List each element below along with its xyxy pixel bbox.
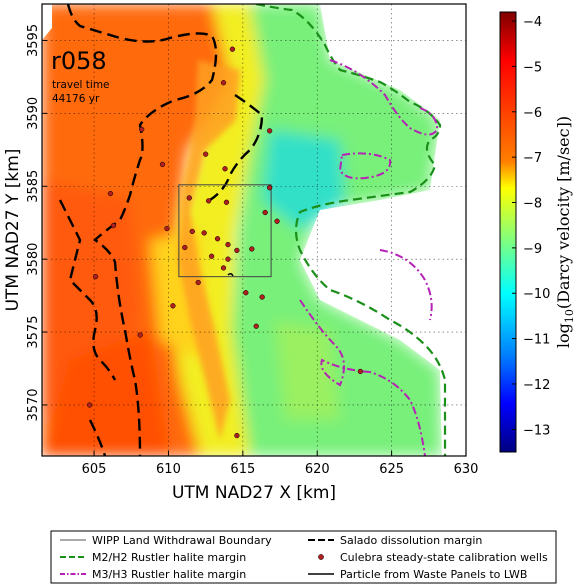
colorbar-tick-label: −13 — [523, 423, 550, 438]
y-tick-label: 3570 — [26, 388, 41, 421]
travel-time-value: 44176 yr — [52, 93, 100, 105]
well-marker — [205, 198, 212, 204]
colorbar-tick-label: −9 — [523, 242, 542, 257]
particle-track — [227, 272, 234, 277]
x-tick-label: 605 — [82, 462, 107, 477]
well-marker — [137, 332, 143, 338]
legend-label-wipp: WIPP Land Withdrawal Boundary — [92, 534, 272, 547]
legend-label-salado: Salado dissolution margin — [340, 534, 482, 547]
colorbar-tick-label: −10 — [523, 287, 550, 302]
well-marker — [225, 241, 231, 248]
well-marker — [214, 236, 221, 242]
well-marker — [220, 265, 227, 271]
m3h3-halite-margin — [299, 59, 439, 456]
travel-time-label: travel time — [52, 79, 110, 91]
well-marker — [234, 432, 240, 439]
well-marker — [234, 247, 240, 254]
well-marker — [139, 126, 145, 133]
x-tick-label: 615 — [230, 462, 255, 477]
salado-dissolution-margin-outer — [66, 4, 218, 456]
y-tick-label: 3580 — [26, 243, 41, 276]
well-marker — [186, 195, 192, 201]
well-marker — [202, 151, 209, 157]
legend-label-wells: Culebra steady-state calibration wells — [340, 551, 548, 564]
well-marker — [201, 230, 207, 236]
x-axis-ticks: 605 610 615 620 625 630 — [82, 451, 479, 477]
well-marker — [357, 368, 364, 375]
well-marker — [274, 218, 280, 224]
well-marker — [253, 323, 259, 329]
salado-dissolution-margin-inner — [58, 94, 264, 456]
map-plot: r058 travel time 44176 yr 605 610 615 620 62… — [3, 3, 479, 503]
legend-label-m2h2: M2/H2 Rustler halite margin — [92, 551, 246, 564]
well-marker — [266, 128, 273, 134]
well-marker — [182, 244, 188, 251]
well-marker — [259, 294, 265, 300]
well-marker — [170, 303, 176, 309]
well-marker — [220, 80, 227, 86]
well-marker — [262, 209, 268, 216]
well-marker — [86, 402, 93, 408]
well-marker — [195, 279, 201, 286]
well-marker — [229, 46, 236, 52]
calibration-wells — [86, 46, 364, 439]
colorbar-label: log10(Darcy velocity [m/sec]) — [554, 116, 576, 348]
colorbar-scale — [499, 11, 517, 453]
contour-lines — [58, 4, 447, 456]
x-tick-label: 625 — [379, 462, 404, 477]
velocity-field — [42, 4, 466, 456]
colorbar-tick-label: −6 — [523, 106, 542, 121]
well-marker — [159, 161, 166, 168]
colorbar-tick-label: −11 — [523, 333, 550, 348]
legend-swatch-wells — [318, 554, 324, 560]
x-axis-label: UTM NAD27 X [km] — [172, 483, 336, 503]
x-tick-label: 620 — [305, 462, 330, 477]
well-marker — [266, 185, 273, 191]
field-very-low-velocity — [262, 130, 345, 230]
y-axis-label: UTM NAD27 Y [km] — [3, 149, 23, 312]
well-marker — [249, 246, 255, 252]
colorbar: −4 −5 −6 −7 −8 −9 −10 −11 −12 −13 log10(Darcy vel… — [499, 11, 576, 453]
well-marker — [208, 253, 215, 259]
legend: WIPP Land Withdrawal Boundary M2/H2 Rust… — [50, 530, 557, 584]
y-axis-ticks: 3570 3575 3580 3585 3590 3595 — [26, 24, 47, 422]
domain-mask-east — [300, 4, 466, 456]
y-tick-label: 3575 — [26, 316, 41, 349]
well-marker — [110, 222, 117, 229]
colorbar-ticks: −4 −5 −6 −7 −8 −9 −10 −11 −12 −13 — [512, 15, 550, 438]
well-marker — [243, 290, 249, 296]
x-tick-label: 610 — [156, 462, 181, 477]
well-marker — [164, 225, 170, 232]
field-low-velocity-south — [275, 320, 340, 420]
field-high-velocity-south — [42, 330, 170, 456]
colorbar-tick-label: −5 — [523, 60, 542, 75]
well-marker — [107, 190, 114, 197]
y-tick-label: 3585 — [26, 170, 41, 203]
colorbar-tick-label: −4 — [523, 15, 542, 30]
legend-frame — [50, 530, 557, 584]
well-marker — [225, 256, 231, 262]
legend-label-m3h3: M3/H3 Rustler halite margin — [92, 568, 246, 581]
legend-label-particle: Particle from Waste Panels to LWB — [340, 568, 527, 581]
wipp-land-withdrawal-boundary — [178, 184, 272, 278]
plot-frame — [41, 3, 467, 457]
well-marker — [223, 199, 230, 205]
field-channel — [178, 60, 240, 440]
well-marker — [189, 228, 195, 235]
well-marker — [222, 166, 228, 172]
colorbar-tick-label: −8 — [523, 197, 542, 212]
x-tick-label: 630 — [454, 462, 479, 477]
y-tick-label: 3590 — [26, 97, 41, 130]
colorbar-tick-label: −7 — [523, 151, 542, 166]
m2h2-halite-margin — [255, 4, 447, 456]
y-tick-label: 3595 — [26, 24, 41, 57]
run-id-label: r058 — [51, 47, 107, 75]
domain-mask-corner — [42, 4, 52, 40]
well-marker — [92, 274, 99, 280]
colorbar-tick-label: −12 — [523, 378, 550, 393]
